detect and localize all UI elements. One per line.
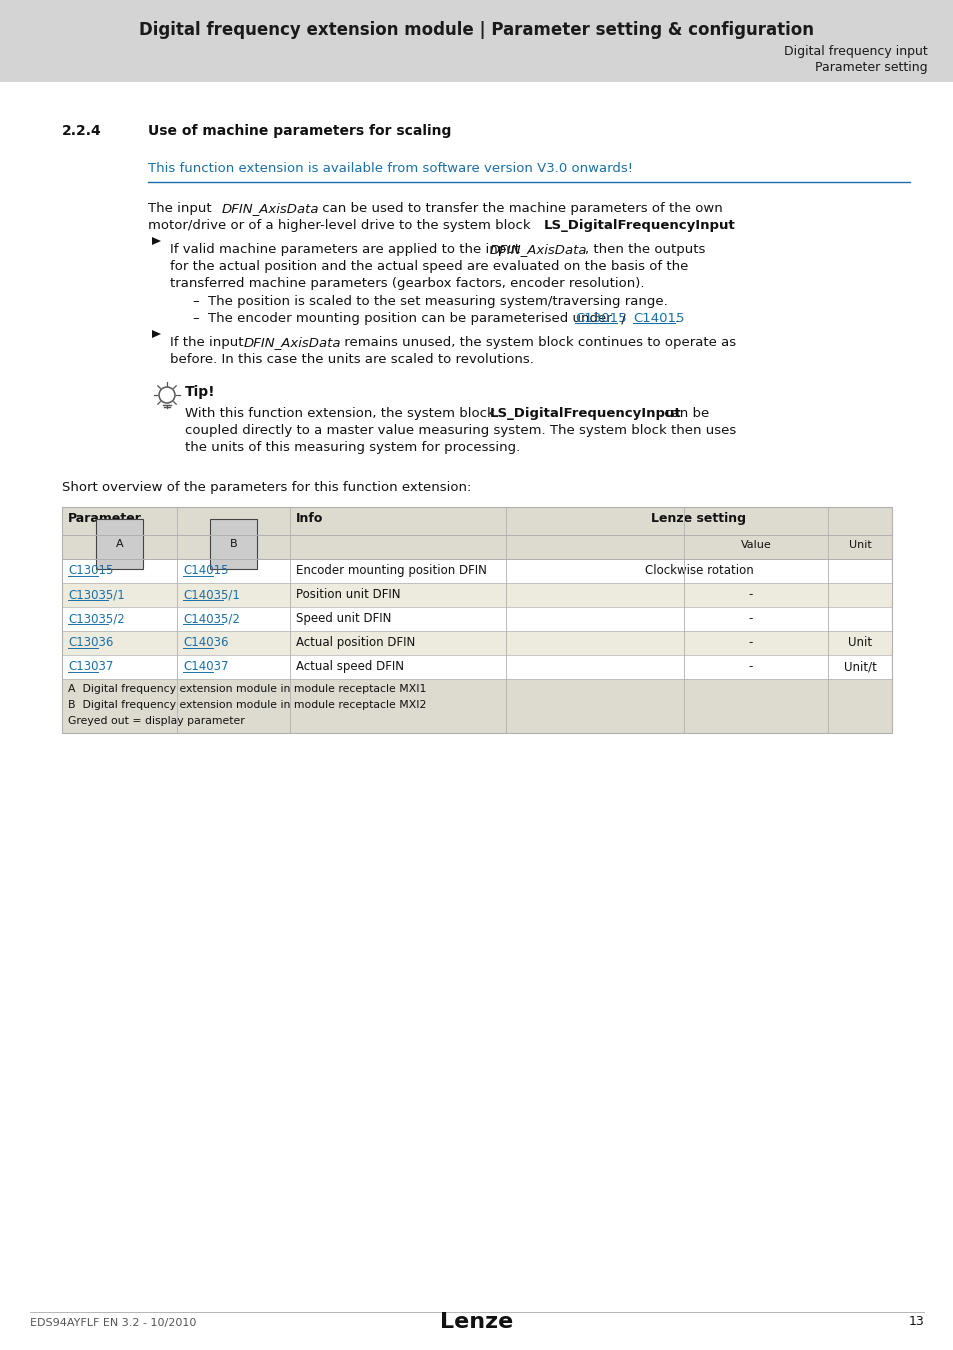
Text: can be used to transfer the machine parameters of the own: can be used to transfer the machine para…: [317, 202, 722, 215]
Bar: [62, 559, 891, 583]
Text: C13036: C13036: [68, 636, 113, 649]
Text: Unit/t: Unit/t: [842, 660, 876, 674]
Text: Use of machine parameters for scaling: Use of machine parameters for scaling: [148, 124, 451, 138]
Text: -: -: [748, 636, 753, 649]
Text: -: -: [748, 612, 753, 625]
Text: C14035/2: C14035/2: [183, 612, 239, 625]
Text: EDS94AYFLF EN 3.2 - 10/2010: EDS94AYFLF EN 3.2 - 10/2010: [30, 1318, 196, 1328]
Text: the units of this measuring system for processing.: the units of this measuring system for p…: [185, 441, 519, 454]
Text: -: -: [748, 660, 753, 674]
Text: -: -: [748, 589, 753, 601]
Text: Lenze: Lenze: [440, 1312, 513, 1332]
Text: .: .: [675, 312, 679, 325]
Text: Actual position DFIN: Actual position DFIN: [295, 636, 415, 649]
Text: If valid machine parameters are applied to the input: If valid machine parameters are applied …: [170, 243, 524, 256]
Bar: [62, 508, 891, 559]
Text: A: A: [115, 539, 123, 549]
Text: C14015: C14015: [633, 312, 684, 325]
Text: Value: Value: [740, 540, 771, 549]
Text: The encoder mounting position can be parameterised under: The encoder mounting position can be par…: [208, 312, 616, 325]
Bar: [62, 630, 891, 655]
Polygon shape: [152, 238, 161, 244]
Text: can be: can be: [659, 406, 708, 420]
Text: C13037: C13037: [68, 660, 113, 674]
Text: –: –: [192, 312, 198, 325]
Bar: [62, 583, 891, 608]
Text: B  Digital frequency extension module in module receptacle MXI2: B Digital frequency extension module in …: [68, 701, 426, 710]
Text: 13: 13: [907, 1315, 923, 1328]
Text: C13035/2: C13035/2: [68, 612, 125, 625]
Text: Actual speed DFIN: Actual speed DFIN: [295, 660, 403, 674]
Text: DFIN_AxisData: DFIN_AxisData: [222, 202, 319, 215]
Text: Tip!: Tip!: [185, 385, 215, 400]
Text: Greyed out = display parameter: Greyed out = display parameter: [68, 716, 245, 726]
Text: C14037: C14037: [183, 660, 229, 674]
Text: The position is scaled to the set measuring system/traversing range.: The position is scaled to the set measur…: [208, 296, 667, 308]
Text: C13015: C13015: [68, 564, 113, 576]
Text: LS_DigitalFrequencyInput: LS_DigitalFrequencyInput: [543, 219, 735, 232]
Bar: [62, 508, 891, 733]
Text: LS_DigitalFrequencyInput: LS_DigitalFrequencyInput: [490, 406, 681, 420]
Bar: [62, 608, 891, 630]
Text: Digital frequency extension module | Parameter setting & configuration: Digital frequency extension module | Par…: [139, 22, 814, 39]
Text: Short overview of the parameters for this function extension:: Short overview of the parameters for thi…: [62, 481, 471, 494]
Text: Unit: Unit: [848, 540, 870, 549]
Text: Parameter setting: Parameter setting: [815, 62, 927, 74]
Text: Clockwise rotation: Clockwise rotation: [644, 564, 753, 576]
Text: Speed unit DFIN: Speed unit DFIN: [295, 612, 391, 625]
Text: , then the outputs: , then the outputs: [584, 243, 704, 256]
Text: C14015: C14015: [183, 564, 229, 576]
Text: B: B: [230, 539, 237, 549]
Text: transferred machine parameters (gearbox factors, encoder resolution).: transferred machine parameters (gearbox …: [170, 277, 644, 290]
Bar: [62, 655, 891, 679]
Text: Encoder mounting position DFIN: Encoder mounting position DFIN: [295, 564, 486, 576]
Text: –: –: [192, 296, 198, 308]
Text: The input: The input: [148, 202, 215, 215]
Text: DFIN_AxisData: DFIN_AxisData: [490, 243, 587, 256]
Text: If the input: If the input: [170, 336, 248, 350]
Text: .: .: [709, 219, 714, 232]
Polygon shape: [152, 329, 161, 338]
Text: Lenze setting: Lenze setting: [651, 512, 745, 525]
Text: This function extension is available from software version V3.0 onwards!: This function extension is available fro…: [148, 162, 633, 176]
Text: C13035/1: C13035/1: [68, 589, 125, 601]
Text: With this function extension, the system block: With this function extension, the system…: [185, 406, 498, 420]
Bar: [0, 0, 953, 82]
Text: coupled directly to a master value measuring system. The system block then uses: coupled directly to a master value measu…: [185, 424, 736, 437]
Text: C13015: C13015: [575, 312, 626, 325]
Text: motor/drive or of a higher-level drive to the system block: motor/drive or of a higher-level drive t…: [148, 219, 535, 232]
Text: before. In this case the units are scaled to revolutions.: before. In this case the units are scale…: [170, 352, 534, 366]
Text: C14036: C14036: [183, 636, 229, 649]
Text: remains unused, the system block continues to operate as: remains unused, the system block continu…: [339, 336, 736, 350]
Text: Info: Info: [295, 512, 323, 525]
Text: C14035/1: C14035/1: [183, 589, 239, 601]
Text: 2.2.4: 2.2.4: [62, 124, 102, 138]
Text: /: /: [617, 312, 629, 325]
Text: Digital frequency input: Digital frequency input: [783, 46, 927, 58]
Text: Unit: Unit: [847, 636, 871, 649]
Text: A  Digital frequency extension module in module receptacle MXI1: A Digital frequency extension module in …: [68, 684, 426, 694]
Text: Position unit DFIN: Position unit DFIN: [295, 589, 400, 601]
Text: Parameter: Parameter: [68, 512, 142, 525]
Bar: [62, 679, 891, 733]
Text: DFIN_AxisData: DFIN_AxisData: [244, 336, 341, 350]
Text: for the actual position and the actual speed are evaluated on the basis of the: for the actual position and the actual s…: [170, 261, 688, 273]
